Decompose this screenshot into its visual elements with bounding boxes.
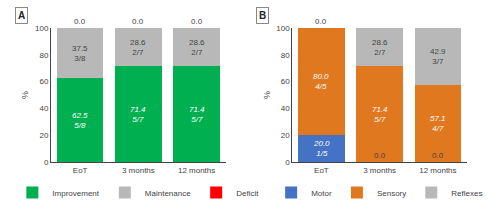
svg-text:0: 0 [285, 158, 290, 167]
svg-text:71.45/7: 71.45/7 [189, 105, 205, 124]
svg-text:Sensory: Sensory [377, 189, 406, 198]
svg-text:0.0: 0.0 [132, 17, 144, 26]
svg-text:20: 20 [39, 131, 48, 140]
svg-text:3 months: 3 months [122, 166, 155, 175]
svg-text:EoT: EoT [314, 166, 329, 175]
svg-text:%: % [262, 91, 272, 99]
svg-text:Reflexes: Reflexes [451, 189, 482, 198]
svg-text:80: 80 [39, 51, 48, 60]
svg-text:Maintenance: Maintenance [145, 189, 191, 198]
svg-text:71.45/7: 71.45/7 [130, 105, 146, 124]
svg-text:60: 60 [39, 77, 48, 86]
svg-text:A: A [18, 10, 25, 21]
svg-text:12 months: 12 months [178, 166, 215, 175]
svg-text:0.0: 0.0 [74, 17, 86, 26]
svg-text:28.62/7: 28.62/7 [189, 38, 205, 57]
svg-text:Motor: Motor [311, 189, 332, 198]
svg-text:0: 0 [44, 158, 49, 167]
svg-text:0.0: 0.0 [432, 151, 444, 160]
svg-text:0.0: 0.0 [374, 151, 386, 160]
svg-text:Deficit: Deficit [236, 189, 259, 198]
svg-text:Improvement: Improvement [52, 189, 99, 198]
svg-text:EoT: EoT [73, 166, 88, 175]
svg-text:20: 20 [281, 131, 290, 140]
svg-text:62.55/8: 62.55/8 [72, 111, 88, 130]
svg-text:0.0: 0.0 [191, 17, 203, 26]
svg-text:12 months: 12 months [419, 166, 456, 175]
svg-text:40: 40 [281, 104, 290, 113]
svg-text:0.0: 0.0 [315, 17, 327, 26]
svg-text:40: 40 [39, 104, 48, 113]
svg-text:57.14/7: 57.14/7 [430, 114, 446, 133]
svg-text:71.45/7: 71.45/7 [372, 105, 388, 124]
svg-text:100: 100 [276, 24, 290, 33]
svg-text:100: 100 [35, 24, 49, 33]
svg-text:20.01/5: 20.01/5 [313, 139, 330, 158]
svg-text:42.93/7: 42.93/7 [430, 47, 446, 66]
svg-text:37.53/8: 37.53/8 [72, 44, 88, 63]
svg-text:%: % [20, 91, 30, 99]
svg-text:28.62/7: 28.62/7 [372, 38, 388, 57]
svg-text:28.62/7: 28.62/7 [130, 38, 146, 57]
svg-text:B: B [259, 10, 266, 21]
svg-text:80: 80 [281, 51, 290, 60]
svg-text:3 months: 3 months [363, 166, 396, 175]
svg-text:60: 60 [281, 77, 290, 86]
svg-text:80.04/5: 80.04/5 [313, 72, 329, 91]
